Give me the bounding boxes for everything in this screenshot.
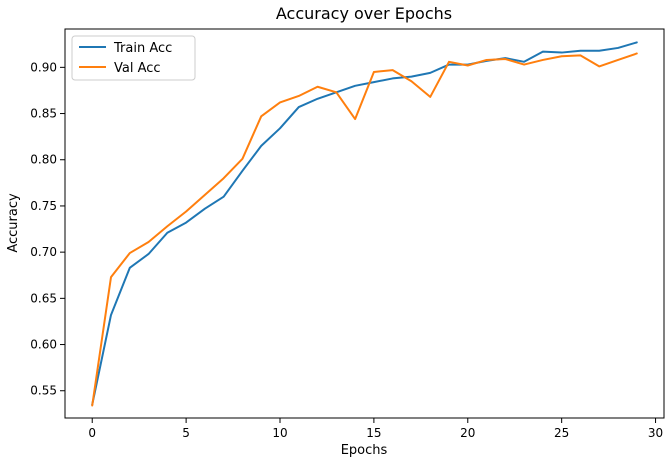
series-line-train-acc <box>91 41 638 406</box>
y-axis: 0.55 0.60 0.65 0.70 0.75 0.80 0.85 0.90 <box>30 60 65 398</box>
series-line-val-acc <box>91 52 638 407</box>
x-tick-label: 20 <box>460 426 475 440</box>
y-tick-label: 0.70 <box>30 245 57 259</box>
plot-frame <box>64 28 665 419</box>
y-tick-label: 0.65 <box>30 291 57 305</box>
x-axis-label: Epochs <box>341 443 388 458</box>
x-tick-label: 15 <box>366 426 381 440</box>
y-tick-label: 0.75 <box>30 199 57 213</box>
legend-label-train-acc: Train Acc <box>113 41 172 56</box>
y-tick-label: 0.55 <box>30 384 57 398</box>
plot-area <box>64 28 665 419</box>
x-tick-label: 0 <box>88 426 96 440</box>
y-tick-label: 0.85 <box>30 107 57 121</box>
chart-title: Accuracy over Epochs <box>276 4 452 23</box>
y-tick-label: 0.60 <box>30 338 57 352</box>
x-tick-label: 5 <box>182 426 190 440</box>
x-tick-label: 25 <box>554 426 569 440</box>
y-tick-label: 0.90 <box>30 60 57 74</box>
x-tick-label: 10 <box>272 426 287 440</box>
y-axis-label: Accuracy <box>6 193 21 253</box>
legend: Train Acc Val Acc <box>71 35 196 81</box>
legend-label-val-acc: Val Acc <box>114 61 161 76</box>
x-axis: 0 5 10 15 20 25 30 <box>88 418 663 440</box>
x-tick-label: 30 <box>648 426 663 440</box>
y-tick-label: 0.80 <box>30 153 57 167</box>
series-group <box>91 41 638 407</box>
